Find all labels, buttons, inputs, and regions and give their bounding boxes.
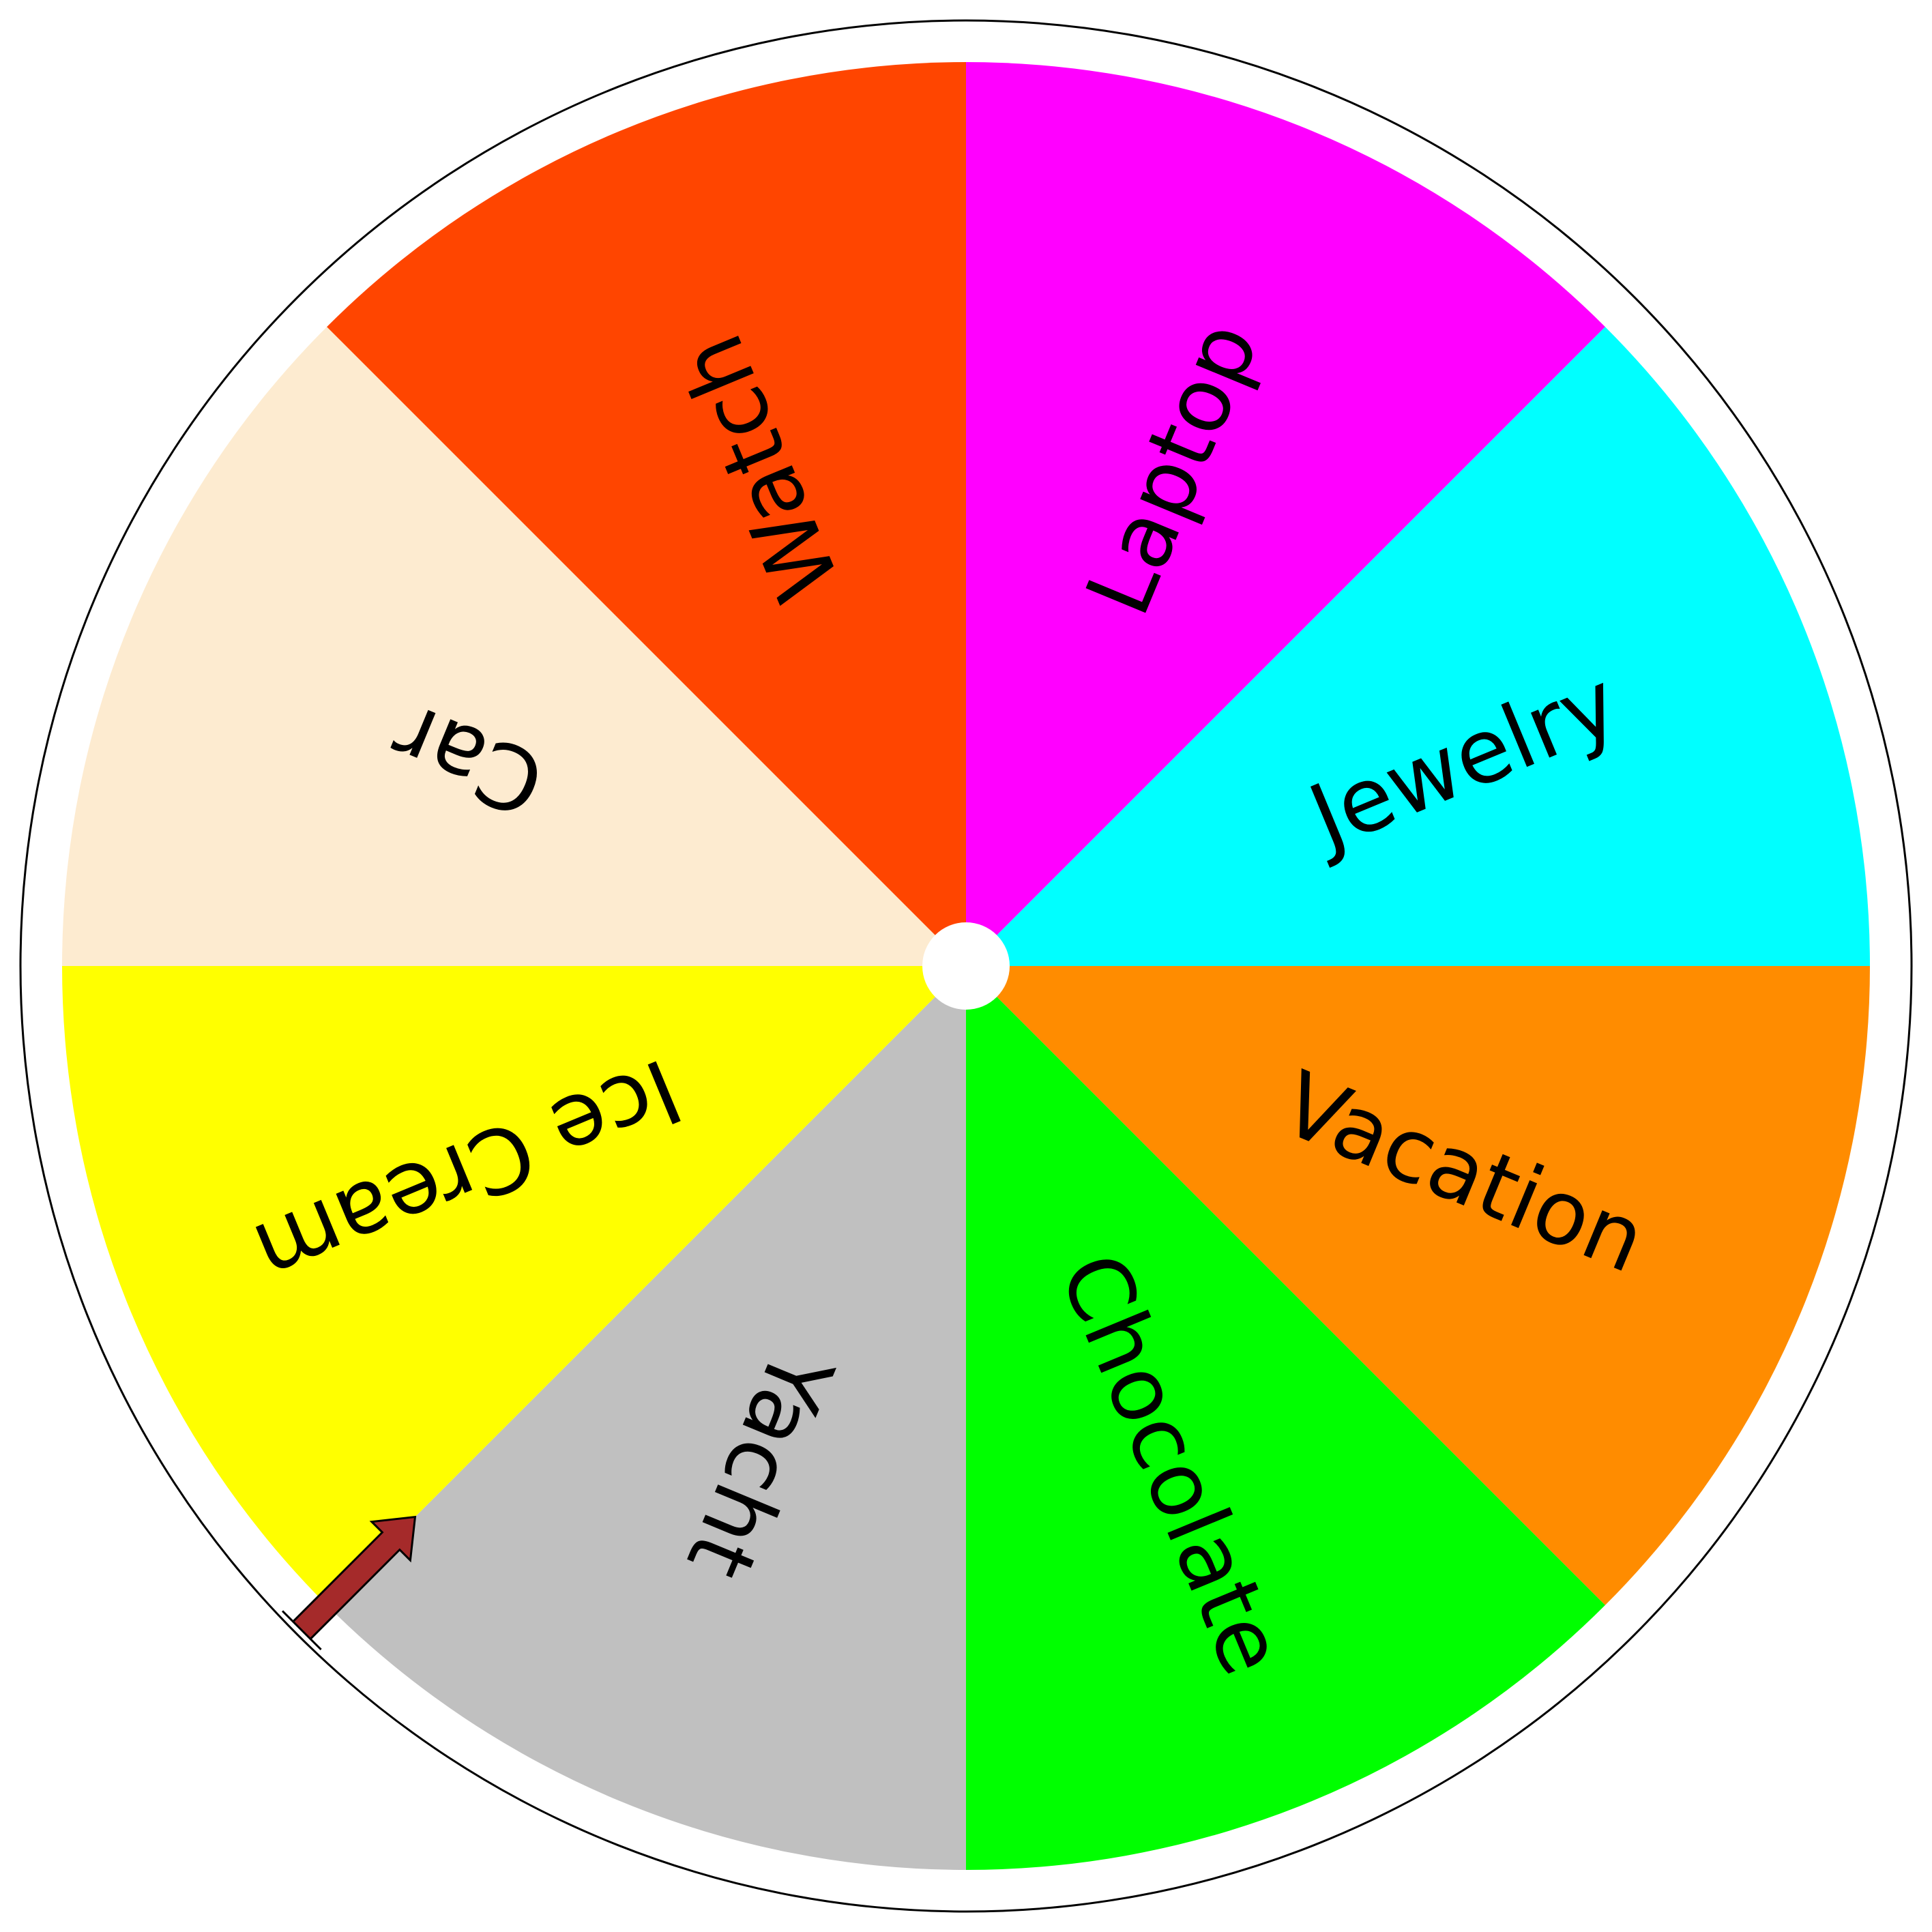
wheel-segments <box>62 62 1870 1870</box>
wheel-segment-yacht <box>327 966 967 1870</box>
wheel-hub[interactable] <box>922 922 1010 1010</box>
arrow-icon <box>281 1515 417 1651</box>
wheel-segment-laptop <box>966 62 1605 966</box>
wheel-segment-watch <box>327 62 967 966</box>
wheel-segment-ice-cream <box>62 966 966 1605</box>
wheel-segment-chocolate <box>966 966 1605 1870</box>
wheel-segment-vacation <box>966 966 1870 1605</box>
wheel-segment-jewelry <box>966 327 1870 967</box>
wheel-segment-car <box>62 327 966 967</box>
